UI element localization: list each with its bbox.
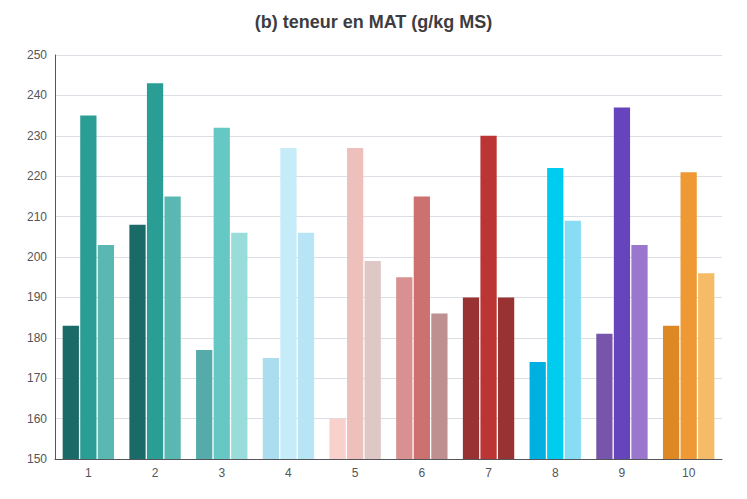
svg-text:6: 6 [419,466,426,480]
svg-text:160: 160 [27,412,47,426]
svg-text:2: 2 [152,466,159,480]
svg-text:1: 1 [85,466,92,480]
svg-text:210: 210 [27,210,47,224]
svg-text:170: 170 [27,371,47,385]
svg-text:5: 5 [352,466,359,480]
svg-text:240: 240 [27,88,47,102]
svg-text:8: 8 [552,466,559,480]
svg-text:150: 150 [27,452,47,466]
svg-text:4: 4 [285,466,292,480]
svg-text:220: 220 [27,169,47,183]
svg-text:230: 230 [27,129,47,143]
svg-text:3: 3 [218,466,225,480]
svg-text:190: 190 [27,290,47,304]
svg-text:200: 200 [27,250,47,264]
svg-text:10: 10 [682,466,696,480]
svg-text:9: 9 [619,466,626,480]
svg-text:180: 180 [27,331,47,345]
svg-text:7: 7 [485,466,492,480]
svg-text:250: 250 [27,48,47,62]
svg-text:(b) teneur en MAT (g/kg MS): (b) teneur en MAT (g/kg MS) [255,12,493,32]
